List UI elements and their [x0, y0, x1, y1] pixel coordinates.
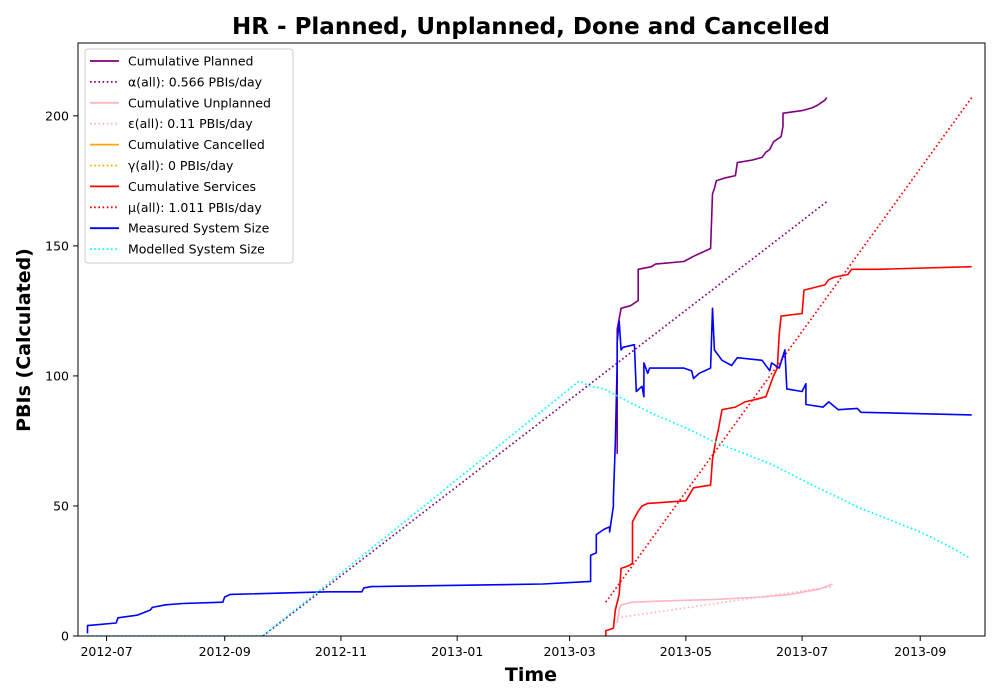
- series-line-all-0-566-pbis-day: [262, 201, 828, 636]
- x-tick-label: 2013-07: [776, 644, 828, 659]
- legend-label-cumulative-services: Cumulative Services: [128, 179, 256, 194]
- axes-frame: [77, 42, 986, 637]
- legend-label-modelled-system-size: Modelled System Size: [128, 242, 265, 257]
- legend-box: [84, 48, 294, 264]
- legend-label-cumulative-unplanned: Cumulative Unplanned: [128, 95, 271, 110]
- x-tick-label: 2012-09: [199, 644, 251, 659]
- y-tick-label: 50: [53, 498, 69, 513]
- legend-label-cumulative-planned: Cumulative Planned: [128, 54, 253, 69]
- series-line-cumulative-unplanned: [616, 583, 833, 624]
- chart-title: HR - Planned, Unplanned, Done and Cancel…: [232, 14, 830, 40]
- x-tick-label: 2012-11: [315, 644, 367, 659]
- legend-label-cumulative-cancelled: Cumulative Cancelled: [128, 137, 265, 152]
- x-tick-label: 2013-03: [543, 644, 595, 659]
- series-line-cumulative-services: [604, 265, 972, 636]
- legend-label-all-0-11-pbis-day: ε(all): 0.11 PBIs/day: [128, 116, 253, 131]
- legend-label-measured-system-size: Measured System Size: [128, 221, 270, 236]
- x-tick-label: 2012-07: [80, 644, 132, 659]
- y-axis-label: PBIs (Calculated): [13, 248, 35, 432]
- axes-layer: 2012-07 2012-09 2012-11 2013-01 2013-03 2013-…: [45, 42, 986, 659]
- series-layer: [86, 97, 973, 636]
- legend-label-all-1-011-pbis-day: μ(all): 1.011 PBIs/day: [128, 200, 262, 215]
- series-line-measured-system-size: [86, 307, 972, 634]
- series-line-cumulative-planned: [616, 97, 828, 454]
- legend: Cumulative Planned α(all): 0.566 PBIs/day…: [84, 48, 294, 264]
- x-axis-label: Time: [505, 664, 557, 686]
- y-tick-label: 100: [45, 368, 69, 383]
- y-tick-label: 150: [45, 238, 69, 253]
- series-line-modelled-system-size: [87, 380, 971, 636]
- y-tick-label: 0: [61, 629, 69, 644]
- x-tick-label: 2013-09: [894, 644, 946, 659]
- y-tick-label: 200: [45, 108, 69, 123]
- x-tick-label: 2013-01: [431, 644, 483, 659]
- series-line-all-1-011-pbis-day: [605, 97, 973, 603]
- series-line-all-0-11-pbis-day: [617, 585, 833, 619]
- legend-label-all-0-pbis-day: γ(all): 0 PBIs/day: [128, 158, 234, 173]
- legend-label-all-0-566-pbis-day: α(all): 0.566 PBIs/day: [128, 74, 263, 89]
- x-tick-label: 2013-05: [660, 644, 712, 659]
